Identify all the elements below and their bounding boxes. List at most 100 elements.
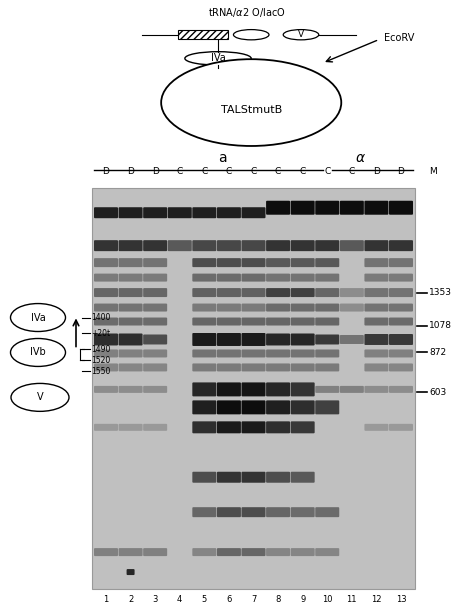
Ellipse shape [161,59,341,146]
Text: 13: 13 [396,595,406,604]
FancyBboxPatch shape [192,548,216,556]
FancyBboxPatch shape [241,548,265,556]
FancyBboxPatch shape [241,304,265,311]
FancyBboxPatch shape [217,364,241,371]
Text: 1490: 1490 [91,345,110,354]
FancyBboxPatch shape [94,317,118,325]
FancyBboxPatch shape [315,317,339,325]
FancyBboxPatch shape [143,304,167,311]
FancyBboxPatch shape [192,317,216,325]
Text: 1550: 1550 [91,367,110,376]
FancyBboxPatch shape [266,240,290,251]
FancyBboxPatch shape [291,364,315,371]
FancyBboxPatch shape [143,386,167,393]
FancyBboxPatch shape [340,240,364,251]
FancyBboxPatch shape [315,258,339,267]
FancyBboxPatch shape [94,548,118,556]
FancyBboxPatch shape [291,201,315,215]
Text: 1400: 1400 [91,313,110,322]
Text: 1078: 1078 [429,321,452,330]
FancyBboxPatch shape [389,240,413,251]
Text: +20t: +20t [91,329,110,338]
Ellipse shape [185,52,251,65]
Text: C: C [275,167,281,176]
FancyBboxPatch shape [365,350,388,358]
Text: tRNA/$\alpha$2 O/lacO: tRNA/$\alpha$2 O/lacO [208,6,285,19]
FancyBboxPatch shape [118,258,143,267]
FancyBboxPatch shape [241,288,265,297]
FancyBboxPatch shape [192,207,216,218]
FancyBboxPatch shape [291,288,315,297]
FancyBboxPatch shape [266,421,290,433]
FancyBboxPatch shape [217,288,241,297]
FancyBboxPatch shape [94,424,118,431]
FancyBboxPatch shape [315,288,339,297]
FancyBboxPatch shape [389,364,413,371]
FancyBboxPatch shape [94,350,118,358]
FancyBboxPatch shape [315,274,339,282]
FancyBboxPatch shape [143,364,167,371]
FancyBboxPatch shape [241,507,265,517]
Text: 7: 7 [251,595,256,604]
Text: 8: 8 [275,595,281,604]
FancyBboxPatch shape [241,207,265,218]
FancyBboxPatch shape [291,317,315,325]
FancyBboxPatch shape [266,548,290,556]
FancyBboxPatch shape [118,317,143,325]
Text: V: V [298,30,304,39]
Text: $\alpha$: $\alpha$ [355,151,365,165]
Text: D: D [127,167,134,176]
FancyBboxPatch shape [241,472,265,483]
FancyBboxPatch shape [94,207,118,218]
FancyBboxPatch shape [315,364,339,371]
FancyBboxPatch shape [168,240,192,251]
FancyBboxPatch shape [340,386,364,393]
Text: 6: 6 [226,595,232,604]
FancyBboxPatch shape [291,304,315,311]
Text: EcoRV: EcoRV [384,33,414,43]
Text: 1353: 1353 [429,288,452,297]
FancyBboxPatch shape [266,304,290,311]
FancyBboxPatch shape [118,424,143,431]
FancyBboxPatch shape [266,274,290,282]
FancyBboxPatch shape [291,258,315,267]
FancyBboxPatch shape [365,304,388,311]
FancyBboxPatch shape [291,548,315,556]
FancyBboxPatch shape [241,258,265,267]
FancyBboxPatch shape [94,274,118,282]
FancyBboxPatch shape [217,304,241,311]
FancyBboxPatch shape [389,350,413,358]
FancyBboxPatch shape [217,258,241,267]
Text: 12: 12 [371,595,382,604]
Ellipse shape [283,30,319,40]
FancyBboxPatch shape [389,424,413,431]
FancyBboxPatch shape [192,472,216,483]
FancyBboxPatch shape [127,569,135,575]
FancyBboxPatch shape [291,240,315,251]
FancyBboxPatch shape [94,304,118,311]
FancyBboxPatch shape [192,421,216,433]
FancyBboxPatch shape [143,240,167,251]
FancyBboxPatch shape [143,274,167,282]
FancyBboxPatch shape [315,386,339,393]
FancyBboxPatch shape [315,507,339,517]
FancyBboxPatch shape [241,333,265,346]
FancyBboxPatch shape [118,333,143,345]
FancyBboxPatch shape [217,472,241,483]
Text: C: C [349,167,355,176]
FancyBboxPatch shape [217,333,241,346]
FancyBboxPatch shape [340,304,364,311]
FancyBboxPatch shape [94,288,118,297]
FancyBboxPatch shape [143,317,167,325]
FancyBboxPatch shape [365,258,388,267]
FancyBboxPatch shape [315,304,339,311]
Text: D: D [398,167,404,176]
FancyBboxPatch shape [118,386,143,393]
Text: D: D [152,167,159,176]
FancyBboxPatch shape [217,401,241,415]
FancyBboxPatch shape [389,274,413,282]
FancyBboxPatch shape [389,386,413,393]
FancyBboxPatch shape [143,350,167,358]
Text: C: C [300,167,306,176]
FancyBboxPatch shape [118,304,143,311]
